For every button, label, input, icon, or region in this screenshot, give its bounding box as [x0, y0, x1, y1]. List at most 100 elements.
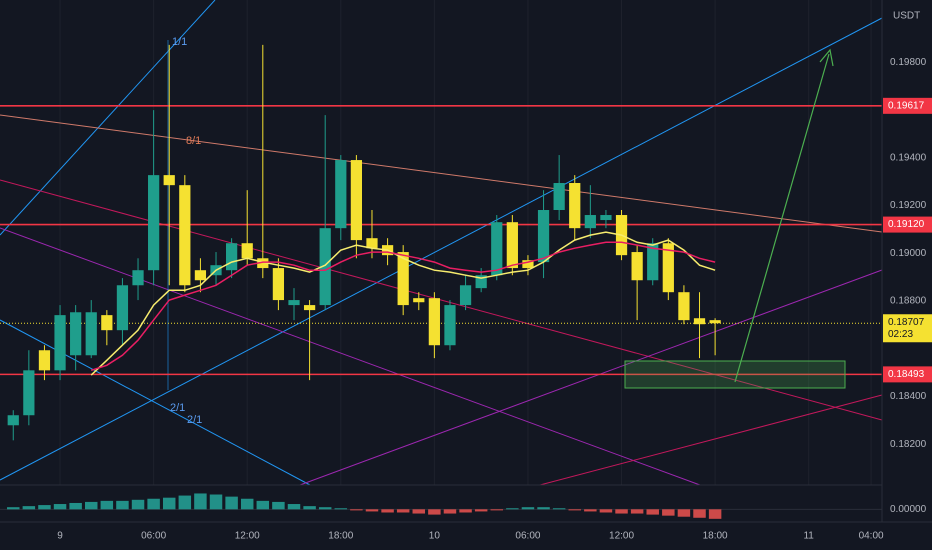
candle-body [163, 175, 175, 186]
candle-body [7, 415, 19, 426]
macd-bar [162, 497, 176, 510]
candle-body [506, 222, 518, 269]
candle-body [70, 312, 82, 356]
macd-bar [490, 509, 503, 511]
level-tag [883, 366, 932, 383]
macd-pane [0, 485, 882, 522]
candle-body [23, 370, 35, 416]
level-label: 0.18493 [888, 369, 925, 380]
levels [0, 105, 882, 376]
gann-label: 2/1 [170, 402, 185, 414]
candle-body [148, 175, 160, 271]
macd-tick-label: 0.00000 [890, 504, 927, 515]
trend-line [0, 227, 701, 486]
macd-bar [568, 509, 581, 511]
y-tick-label: 0.19400 [890, 152, 927, 163]
candles [7, 44, 721, 441]
gann-label: 1/1 [172, 36, 187, 48]
macd-bar [537, 507, 550, 510]
y-tick-label: 0.18800 [890, 296, 927, 307]
candle-body [194, 270, 207, 281]
candle-body [303, 305, 316, 311]
macd-bar [178, 495, 192, 510]
overlay [624, 48, 846, 389]
drawings: 1/1 8/1 2/1 2/1 [0, 0, 883, 486]
candle-body [693, 318, 706, 325]
macd-bar [584, 509, 597, 512]
x-tick-label: 10 [429, 531, 441, 542]
candle-body [335, 160, 347, 229]
macd-bar [443, 509, 457, 514]
macd-bar [646, 509, 659, 515]
x-tick-label: 06:00 [141, 531, 166, 542]
candle-body [319, 228, 331, 306]
level-label: 0.19120 [888, 219, 925, 230]
candle-body [257, 258, 269, 269]
candle-body [54, 315, 66, 371]
macd-bar [147, 498, 160, 510]
x-tick-label: 9 [57, 531, 63, 542]
level-tag [883, 216, 932, 233]
gann-line [0, 17, 883, 481]
macd-bar [630, 509, 644, 514]
level-tag [883, 97, 932, 114]
macd-bar [412, 509, 426, 514]
arrow [734, 53, 830, 383]
axes: 0.19800 0.19400 0.19200 0.19000 0.18800 0.184… [57, 57, 932, 542]
macd-bar [131, 499, 145, 510]
candle-body [397, 252, 409, 306]
moving-average [90, 231, 716, 376]
macd-bar [318, 507, 332, 510]
macd-bar [22, 506, 36, 510]
gann-line [0, 319, 311, 486]
macd-bar [396, 509, 410, 513]
candle-body [569, 183, 581, 229]
macd-bar [474, 509, 488, 512]
macd-bar [303, 506, 316, 510]
trend-line [0, 114, 883, 233]
candle-body [444, 305, 456, 346]
target-zone [624, 360, 846, 389]
candle-body [662, 243, 674, 293]
x-tick-label: 04:00 [859, 531, 884, 542]
level-label: 0.19617 [888, 100, 925, 111]
candle-body [475, 275, 487, 289]
macd-bar [85, 501, 98, 510]
candle-body [288, 300, 300, 306]
candle-body [366, 238, 378, 249]
arrow-head [819, 48, 834, 67]
macd-bar [350, 509, 363, 511]
last-price-tag [883, 314, 932, 343]
macd-bar [225, 496, 238, 510]
price-axis [882, 0, 932, 550]
candle-body [132, 270, 144, 286]
candle-body [584, 215, 596, 229]
macd-bar [662, 509, 675, 516]
countdown-label: 02:23 [888, 329, 913, 340]
candle-body [350, 160, 363, 241]
y-tick-label: 0.19000 [890, 248, 927, 259]
last-price-label: 0.18707 [888, 317, 925, 328]
x-tick-label: 11 [803, 531, 814, 542]
candle-body [413, 298, 425, 303]
gann-label: 8/1 [186, 135, 201, 147]
candle-body [631, 252, 643, 281]
macd-bar [53, 504, 67, 510]
candle-body [709, 320, 721, 324]
macd-bar [381, 509, 394, 513]
candle-body [38, 350, 51, 371]
candle-body [553, 183, 565, 211]
macd-bar [240, 498, 254, 510]
x-tick-label: 18:00 [703, 531, 728, 542]
macd-bar [459, 509, 472, 513]
macd-bar [272, 501, 285, 510]
candle-body [428, 298, 440, 346]
macd-bar [209, 494, 223, 510]
candle-body [537, 210, 550, 263]
macd-bar [693, 509, 706, 518]
gann-label: 2/1 [187, 414, 202, 426]
candle-body [225, 243, 238, 271]
macd-bar [194, 493, 207, 510]
candle-body [85, 312, 97, 356]
